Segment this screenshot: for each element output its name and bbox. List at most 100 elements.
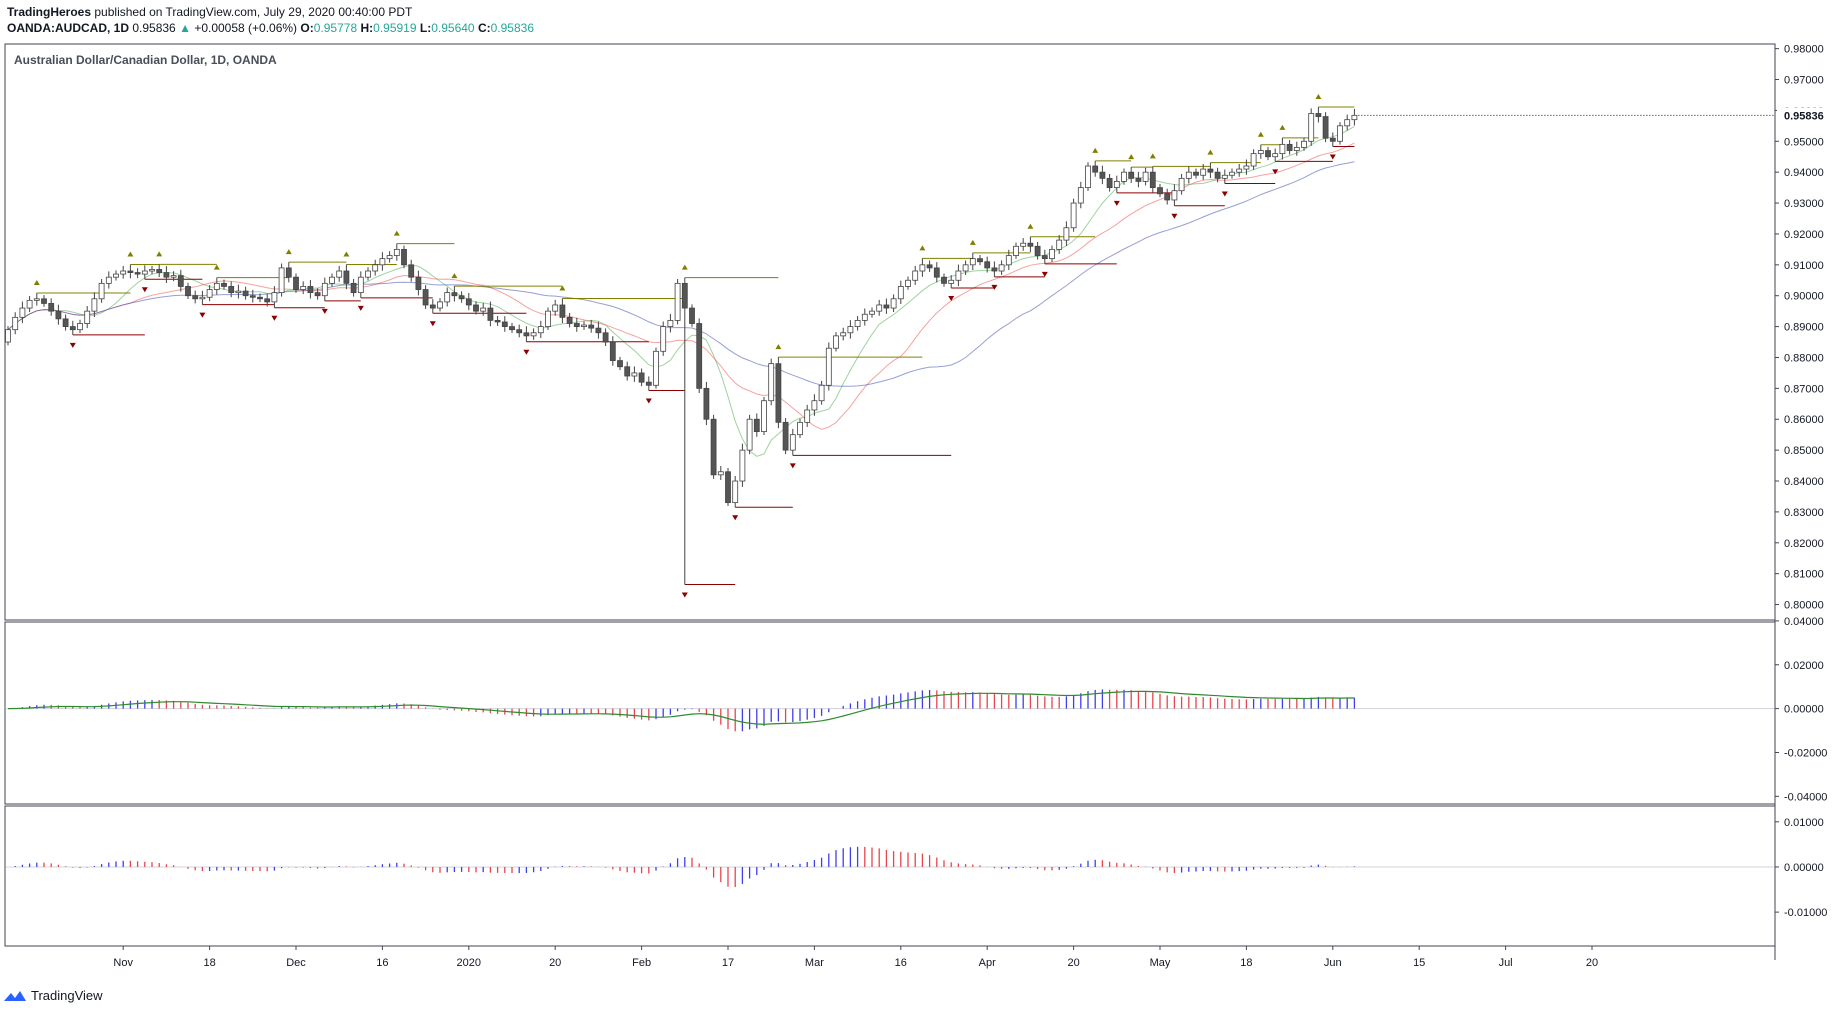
candle-body <box>653 350 659 386</box>
candle-body <box>372 264 379 272</box>
time-axis-label: Feb <box>632 957 651 969</box>
price-axis-label: 0.97000 <box>1784 75 1824 87</box>
candle-body <box>761 400 767 433</box>
price-change: +0.00058 (+0.06%) <box>194 21 298 35</box>
time-axis-label: Dec <box>286 957 306 969</box>
candle-body <box>847 326 854 334</box>
candle-body <box>501 321 508 327</box>
candle-body <box>1092 165 1099 173</box>
candle-body <box>933 267 940 278</box>
time-axis-label: Nov <box>113 957 133 969</box>
price-axis-label: 0.93000 <box>1784 198 1824 210</box>
fractal-down-marker <box>991 284 998 290</box>
candle-body <box>185 286 191 297</box>
fractal-down-marker <box>199 312 206 318</box>
symbol-name[interactable]: OANDA:AUDCAD, 1D <box>7 21 129 35</box>
fractal-up-marker <box>1279 124 1286 130</box>
candle-body <box>127 270 134 273</box>
publisher-name[interactable]: TradingHeroes <box>7 5 92 19</box>
fractal-down-marker <box>271 315 278 321</box>
candle-body <box>156 269 163 273</box>
candle-body <box>444 292 451 303</box>
candle-body <box>1157 187 1163 195</box>
candle-body <box>5 329 11 343</box>
candle-body <box>1337 125 1343 142</box>
fractal-up-marker <box>213 264 220 270</box>
fractal-up-marker <box>1027 223 1034 229</box>
close-label: C: <box>477 21 491 35</box>
time-axis-label: 15 <box>1413 957 1425 969</box>
candle-body <box>401 248 407 266</box>
candle-body <box>552 304 559 312</box>
candle-body <box>631 372 638 377</box>
osc1-axis-label: -0.04000 <box>1784 791 1827 803</box>
footer-brand[interactable]: TradingView <box>3 988 103 1003</box>
candle-body <box>588 324 595 329</box>
price-axis-label: 0.88000 <box>1784 352 1824 364</box>
price-axis-label: 0.80000 <box>1784 600 1824 612</box>
candle-body <box>1099 171 1106 179</box>
candle-body <box>1229 171 1235 176</box>
fractal-up-marker <box>451 273 458 279</box>
candle-body <box>1027 242 1034 247</box>
price-axis-label: 0.94000 <box>1784 167 1824 179</box>
candle-body <box>321 282 328 297</box>
time-axis-label: 20 <box>549 957 561 969</box>
candle-body <box>1113 181 1120 189</box>
candle-body <box>408 264 415 278</box>
candle-body <box>242 290 249 297</box>
candle-body <box>1257 150 1264 155</box>
candle-body <box>1013 245 1019 256</box>
candle-body <box>336 270 343 278</box>
fractal-down-marker <box>1221 191 1228 197</box>
candle-body <box>919 264 926 272</box>
price-chart[interactable]: 0.980000.970000.960000.950000.940000.930… <box>0 0 1840 980</box>
candle-body <box>393 248 400 256</box>
fractal-up-marker <box>156 251 163 257</box>
candle-body <box>573 323 580 327</box>
candle-body <box>1265 150 1271 158</box>
candle-body <box>825 347 832 386</box>
low-label: L: <box>419 21 432 35</box>
candle-body <box>26 299 33 309</box>
fractal-down-marker <box>523 349 530 355</box>
fractal-up-marker <box>1149 153 1156 159</box>
high-label: H: <box>360 21 374 35</box>
candle-body <box>1020 242 1027 247</box>
candle-body <box>271 292 278 303</box>
candle-body <box>1207 168 1214 173</box>
candle-body <box>681 282 688 309</box>
candle-body <box>602 332 609 343</box>
candle-body <box>581 324 587 327</box>
candle-body <box>98 282 105 300</box>
candle-body <box>134 272 141 275</box>
candle-body <box>710 418 717 476</box>
fractal-down-marker <box>1113 200 1120 206</box>
candle-body <box>350 282 357 294</box>
candle-body <box>487 307 494 321</box>
candle-body <box>422 289 429 306</box>
fractal-up-marker <box>681 264 688 270</box>
candle-body <box>249 295 256 298</box>
osc2-axis-label: 0.01000 <box>1784 817 1824 829</box>
candle-body <box>941 276 947 284</box>
candle-body <box>537 326 544 334</box>
candle-body <box>1322 116 1329 139</box>
fractal-up-marker <box>393 230 400 236</box>
price-axis-label: 0.81000 <box>1784 569 1824 581</box>
osc1-axis-label: 0.04000 <box>1784 616 1824 628</box>
candle-body <box>516 329 523 334</box>
fractal-down-marker <box>1041 271 1048 277</box>
fractal-down-marker <box>429 321 436 327</box>
candle-body <box>1221 174 1228 179</box>
candle-body <box>1344 119 1351 127</box>
candle-body <box>1193 171 1199 176</box>
candle-body <box>732 480 739 504</box>
ma-slow-line <box>7 161 1355 387</box>
candle-body <box>451 292 458 297</box>
candle-body <box>1200 168 1207 176</box>
candle-body <box>1106 177 1113 189</box>
time-axis-label: 16 <box>376 957 388 969</box>
candle-body <box>1308 113 1315 142</box>
candle-body <box>12 316 19 331</box>
